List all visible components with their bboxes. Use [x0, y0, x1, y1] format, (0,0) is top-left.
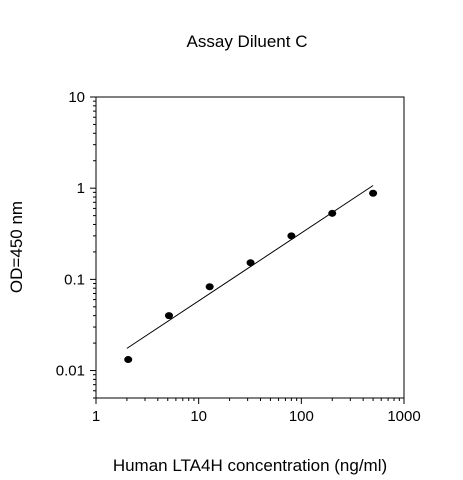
x-tick-label: 1: [92, 408, 100, 425]
y-tick-label: 0.01: [56, 363, 85, 380]
data-point: [205, 283, 214, 291]
fit-line-group: [126, 185, 374, 349]
data-point: [124, 356, 133, 364]
y-tick-label: 10: [68, 89, 85, 106]
y-tick-label: 1: [77, 180, 85, 197]
fit-line: [126, 185, 374, 349]
data-points: [124, 189, 378, 364]
data-point: [164, 312, 173, 320]
chart-title: Assay Diluent C: [187, 32, 308, 51]
x-axis-ticks: 1 10 100 1000: [92, 398, 421, 425]
data-point: [369, 189, 378, 197]
x-tick-label: 1000: [387, 408, 420, 425]
y-tick-label: 0.1: [64, 271, 85, 288]
y-axis-ticks: 0.01 0.1 1 10: [56, 89, 96, 399]
y-axis-label: OD=450 nm: [7, 201, 26, 293]
x-axis-label: Human LTA4H concentration (ng/ml): [113, 456, 387, 475]
data-point: [328, 209, 337, 217]
plot-frame: [95, 96, 405, 399]
data-point: [246, 259, 255, 267]
data-point: [287, 232, 296, 240]
x-tick-label: 100: [289, 408, 314, 425]
x-tick-label: 10: [190, 408, 207, 425]
